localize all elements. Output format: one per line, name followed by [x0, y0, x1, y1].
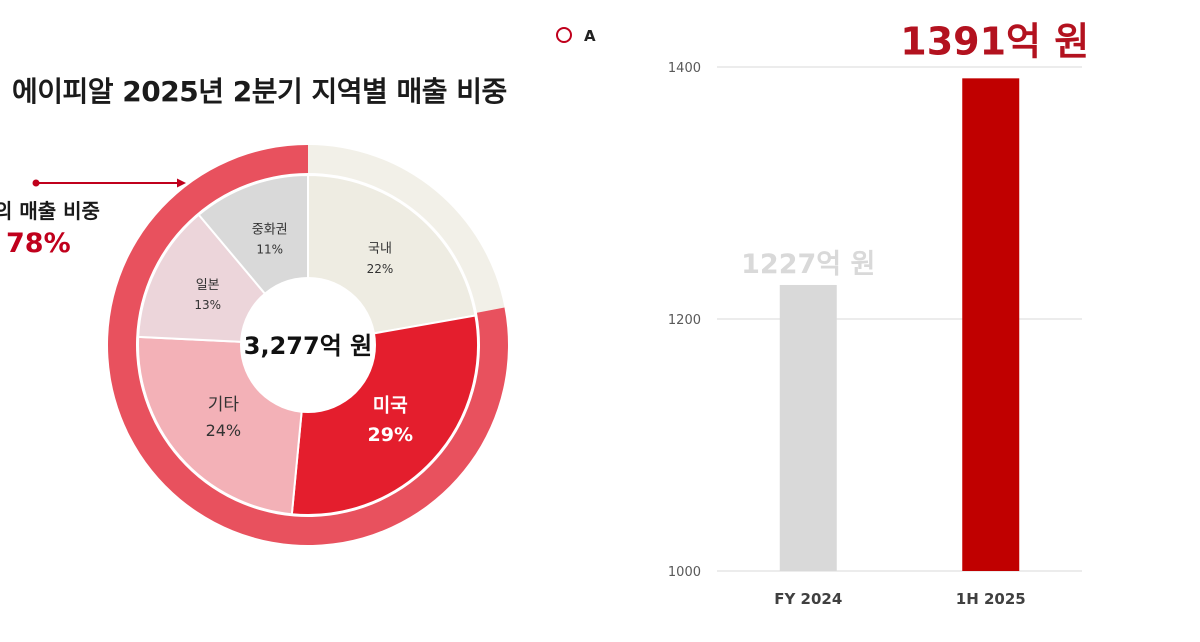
slice-category-label: 국내 — [368, 242, 392, 257]
outer-ring-segment-0 — [308, 145, 505, 313]
x-tick-label: 1H 2025 — [956, 590, 1026, 608]
bar-chart: 1000 1200 1400 FY 2024 1227억 원 1H 2025 1391억 원 — [668, 19, 1089, 608]
bar-chart-panel: 1000 1200 1400 FY 2024 1227억 원 1H 2025 1391억 원 — [620, 0, 1200, 638]
bar-value-label: 1391억 원 — [900, 19, 1089, 63]
x-tick-label: FY 2024 — [774, 590, 842, 608]
outer-ring-segment-1 — [107, 145, 508, 545]
donut-center-total: 3,277억 원 — [244, 332, 372, 360]
donut-slice-3 — [137, 213, 311, 347]
slice-category-label: 중화권 — [252, 222, 288, 237]
legend-label: A — [584, 27, 596, 45]
donut-center-hole — [240, 277, 376, 413]
bar-0 — [779, 284, 837, 571]
slice-value-label: 13% — [194, 298, 221, 312]
callout-arrow — [32, 178, 186, 188]
donut-chart-title: 에이피알 2025년 2분기 지역별 매출 비중 — [12, 75, 507, 108]
slice-category-label: 일본 — [196, 278, 220, 293]
slice-category-label: 기타 — [208, 395, 240, 415]
slice-value-label: 24% — [206, 421, 242, 440]
callout-label: 의 매출 비중 — [0, 199, 100, 223]
donut-chart-panel: A 에이피알 2025년 2분기 지역별 매출 비중 의 매출 비중 78% 국… — [0, 27, 596, 545]
slice-value-label: 29% — [368, 424, 413, 446]
slice-category-label: 미국 — [373, 394, 408, 416]
y-tick-label: 1200 — [668, 313, 701, 328]
bar-value-label: 1227억 원 — [741, 249, 875, 280]
slice-value-label: 11% — [256, 242, 283, 256]
y-tick-label: 1400 — [668, 61, 701, 76]
donut-slice-2 — [137, 335, 310, 516]
slice-value-label: 22% — [367, 262, 394, 276]
callout-value: 78% — [6, 228, 71, 259]
donut-slice-1 — [290, 314, 479, 516]
bar-1 — [962, 78, 1020, 571]
legend-ring-marker — [556, 27, 572, 43]
donut-slice-0 — [307, 173, 477, 347]
donut-slice-4 — [197, 173, 309, 348]
y-tick-label: 1000 — [668, 565, 701, 580]
